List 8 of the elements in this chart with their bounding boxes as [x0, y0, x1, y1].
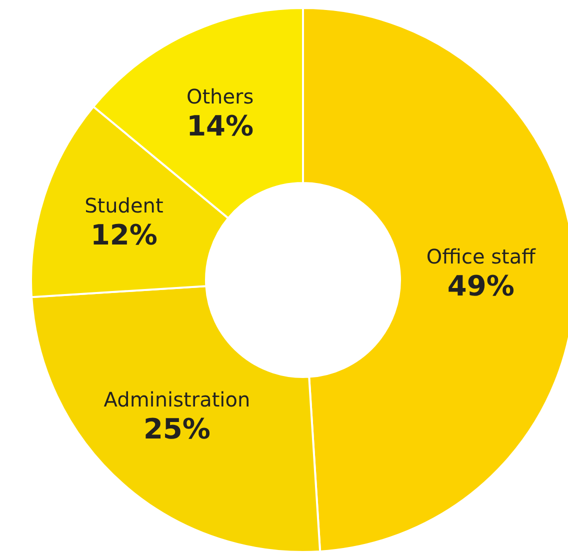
slice-label: Administration: [104, 387, 250, 412]
slice-label: Others: [186, 84, 254, 108]
slice-label: Student: [84, 193, 164, 218]
data-label: 14%: [186, 109, 254, 142]
data-label: 12%: [90, 218, 158, 252]
data-label: 25%: [143, 412, 210, 446]
data-label: 49%: [447, 269, 514, 302]
slice-label: Office staff: [426, 244, 537, 268]
